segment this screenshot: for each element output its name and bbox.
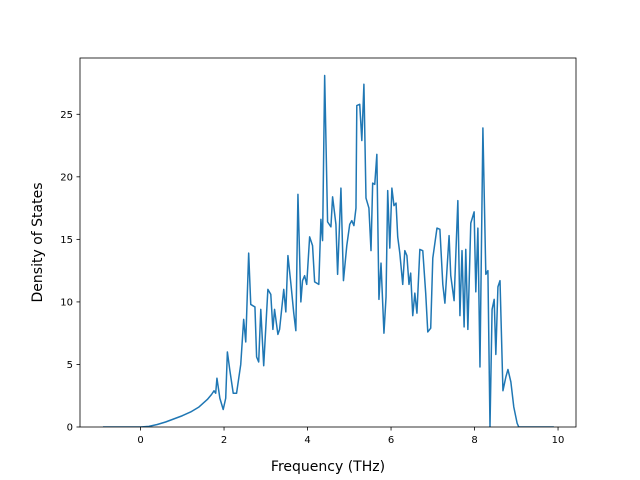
y-tick-label: 5 [67,360,73,371]
y-tick-label: 25 [60,110,73,121]
y-tick-label: 20 [60,172,73,183]
y-axis-label: Density of States [30,183,46,303]
y-tick-label: 15 [60,235,73,246]
y-tick-label: 0 [67,423,73,434]
x-tick-label: 2 [221,435,227,446]
x-tick-label: 10 [552,435,565,446]
line-series [102,74,554,427]
x-tick-label: 8 [471,435,477,446]
x-tick-label: 4 [304,435,310,446]
x-tick-label: 0 [137,435,143,446]
y-tick-label: 10 [60,297,73,308]
plot-frame [79,57,577,428]
x-axis-label: Frequency (THz) [271,459,385,475]
x-tick-label: 6 [388,435,394,446]
